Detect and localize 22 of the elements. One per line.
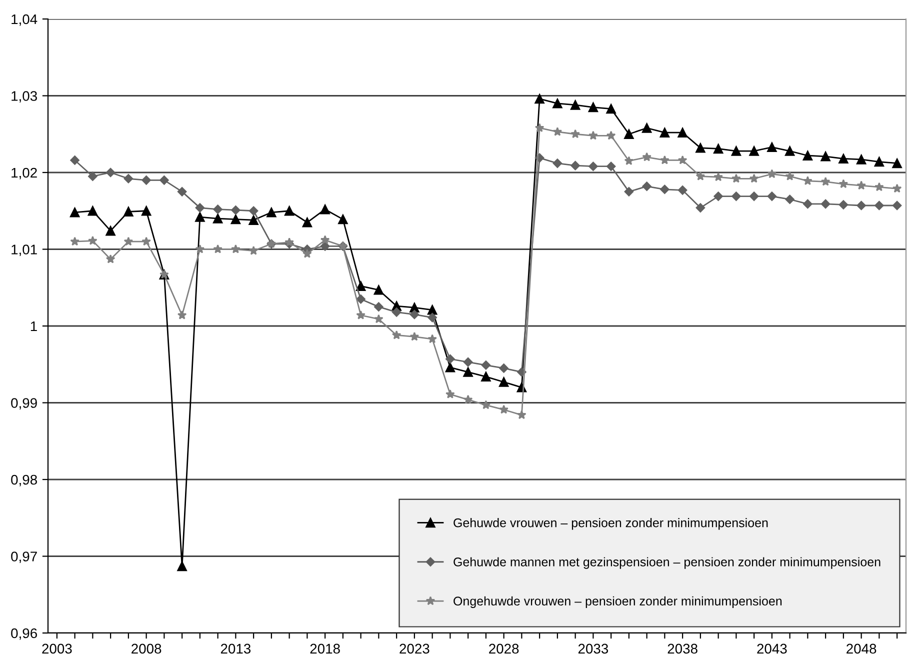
y-tick-label: 0,98 <box>11 474 37 486</box>
x-tick-label: 2048 <box>846 644 876 654</box>
y-tick-label: 0,96 <box>11 628 37 640</box>
y-tick-label: 1,03 <box>12 91 37 103</box>
y-tick-label: 1 <box>30 321 37 332</box>
y-tick-label: 1,04 <box>12 14 38 26</box>
x-tick-label: 2013 <box>220 644 251 654</box>
x-tick-label: 2003 <box>42 644 72 654</box>
x-tick-label: 2008 <box>132 644 162 654</box>
y-tick-label: 0,97 <box>11 552 37 564</box>
x-tick-label: 2023 <box>400 644 430 654</box>
legend-label: Gehuwde vrouwen – pensioen zonder minimumpensioen <box>454 518 768 530</box>
x-tick-label: 2038 <box>668 644 698 654</box>
y-tick-label: 0,99 <box>11 398 37 410</box>
x-tick-label: 2033 <box>578 644 608 654</box>
x-tick-label: 2028 <box>489 644 519 654</box>
legend-label: Ongehuwde vrouwen – pensioen zonder minimumpensioen <box>454 596 782 608</box>
legend-label: Gehuwde mannen met gezinspensioen – pensioen zonder minimumpensioen <box>454 557 880 569</box>
x-tick-label: 2018 <box>310 644 340 654</box>
y-tick-label: 1,02 <box>12 168 37 180</box>
y-tick-label: 1,01 <box>12 244 37 256</box>
x-tick-label: 2043 <box>757 644 787 654</box>
